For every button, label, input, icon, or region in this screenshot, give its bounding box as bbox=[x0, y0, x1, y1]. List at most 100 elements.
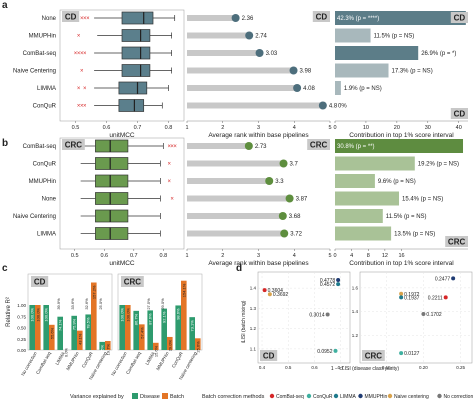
a-contrib-value-label: 26.9% (p = *) bbox=[421, 51, 456, 57]
c-batch-bar bbox=[195, 338, 201, 350]
d-point-label: 0.3692 bbox=[273, 292, 289, 298]
c-batch-bar bbox=[139, 324, 145, 350]
d-point bbox=[451, 276, 456, 281]
b-contrib-value-label: 15.4% (p = NS) bbox=[402, 197, 443, 203]
d-ytick-label: 1.1 bbox=[250, 346, 257, 351]
b-rank-tick-label: 3 bbox=[257, 253, 260, 259]
a-contrib-badge-bg bbox=[450, 12, 468, 23]
a-rank-dot bbox=[255, 49, 264, 57]
a-contrib-value-label: 42.3% (p = ****) bbox=[337, 16, 379, 22]
d-badge-bg bbox=[362, 350, 385, 361]
d-point-label: 0.0952 bbox=[317, 349, 333, 355]
b-box-category-label: None bbox=[42, 197, 57, 203]
b-rank-xlabel: Average rank within base pipelines bbox=[208, 260, 309, 267]
b-box-outlier: × bbox=[167, 144, 171, 150]
a-box-iqr bbox=[118, 81, 148, 95]
legend-method-swatch bbox=[437, 393, 442, 399]
a-box-category-label: Naive Centering bbox=[13, 69, 56, 75]
c-disease-value-label: 78.5% bbox=[86, 317, 91, 329]
a-rank-xlabel: Average rank within base pipelines bbox=[208, 132, 309, 139]
c-category-label: ConQuR bbox=[171, 350, 184, 368]
a-rank-dot bbox=[293, 84, 302, 92]
c-disease-bar bbox=[99, 341, 105, 350]
c-batch-value-label: 0.0% bbox=[63, 348, 68, 358]
b-box-iqr bbox=[95, 227, 129, 240]
c-ytick-label: 0.00 bbox=[17, 348, 26, 353]
a-contrib-bar bbox=[335, 81, 341, 95]
b-contrib-xlabel: Contribution in top 1% score interval bbox=[349, 260, 454, 267]
a-box-category-label: ConQuR bbox=[33, 104, 57, 110]
c-badge-bg bbox=[121, 276, 144, 287]
panel-letter-c: c bbox=[2, 263, 8, 274]
c-extra-value-label: 29.0% bbox=[160, 298, 165, 310]
c-batch-value-label: 157.2% bbox=[91, 285, 96, 299]
b-box-frame bbox=[59, 137, 185, 250]
d-point-label: 0.1702 bbox=[426, 312, 442, 318]
c-batch-bar bbox=[91, 282, 97, 350]
b-box-iqr bbox=[95, 174, 129, 188]
b-rank-dot bbox=[280, 229, 289, 238]
d-xtick-label: 0.6 bbox=[311, 365, 318, 370]
a-box-outlier: × bbox=[80, 104, 84, 110]
d-point bbox=[336, 282, 341, 287]
a-rank-value-label: 4.08 bbox=[303, 86, 315, 92]
d-xtick-label: 0.5 bbox=[285, 365, 292, 370]
d-point bbox=[336, 278, 341, 283]
d-plot-frame bbox=[359, 271, 473, 364]
b-rank-dot bbox=[285, 194, 294, 203]
d-ytick-label: 1.3 bbox=[250, 306, 257, 311]
a-box-iqr bbox=[121, 11, 154, 25]
c-disease-bar bbox=[189, 317, 195, 350]
c-category-label: LIMMA bbox=[144, 351, 155, 366]
a-box-tick-label: 0.8 bbox=[165, 125, 173, 131]
legend-method-label: MMUPHin bbox=[365, 394, 388, 400]
a-contrib-badge: CD bbox=[454, 14, 466, 23]
d-point-label: 0.0127 bbox=[404, 351, 420, 357]
c-batch-value-label: 19.7% bbox=[105, 344, 110, 356]
c-batch-value-label: 100.0% bbox=[125, 308, 130, 322]
c-disease-bar bbox=[147, 310, 153, 350]
a-box-outlier: × bbox=[80, 69, 84, 75]
c-extra-value-label: 27.5% bbox=[146, 298, 151, 310]
c-batch-bar bbox=[35, 305, 41, 350]
b-rank-value-label: 3.72 bbox=[290, 232, 302, 238]
b-contrib-tick-label: 8 bbox=[367, 253, 370, 259]
b-contrib-bar bbox=[335, 209, 383, 223]
c-badge: CRC bbox=[124, 278, 142, 287]
c-badge-bg bbox=[31, 276, 49, 287]
b-rank-badge-bg bbox=[307, 139, 330, 150]
b-contrib-value-label: 11.5% (p = NS) bbox=[386, 214, 427, 220]
d-ytick-label: 1.2 bbox=[352, 333, 359, 338]
b-box-category-label: ConQuR bbox=[33, 162, 57, 168]
c-disease-value-label: 100.0% bbox=[44, 308, 49, 322]
c-extra-value-label: 33.6% bbox=[70, 298, 75, 310]
legend-method-swatch bbox=[333, 393, 339, 399]
a-box-outlier: × bbox=[77, 86, 81, 92]
c-ytick-label: 1.00 bbox=[17, 303, 26, 308]
c-disease-value-label: 98.6% bbox=[176, 308, 181, 320]
c-batch-value-label: 15.6% bbox=[153, 345, 158, 357]
c-batch-value-label: 29.0% bbox=[167, 340, 172, 352]
panel-letter-a: a bbox=[2, 0, 8, 11]
legend-method-swatch bbox=[387, 393, 393, 399]
a-box-iqr bbox=[118, 99, 145, 112]
a-contrib-badge-bottom-bg bbox=[450, 108, 468, 119]
d-xtick-label: 0.4 bbox=[259, 365, 266, 370]
a-box-category-label: MMUPHin bbox=[29, 34, 56, 40]
d-badge: CD bbox=[263, 352, 275, 361]
c-disease-bar bbox=[71, 315, 77, 350]
b-box-category-label: Naive Centering bbox=[13, 214, 56, 220]
a-contrib-bar bbox=[335, 11, 466, 25]
a-contrib-value-label: 1.9% (p = NS) bbox=[344, 86, 382, 92]
d-ytick-label: 1.4 bbox=[352, 309, 359, 314]
b-box-outlier: × bbox=[170, 197, 174, 203]
b-box-outlier: × bbox=[167, 162, 171, 168]
a-box-badge-bg bbox=[62, 11, 80, 22]
c-disease-value-label: 100.0% bbox=[120, 308, 125, 322]
c-disease-value-label: 100.0% bbox=[30, 308, 35, 322]
d-xtick-label: 0.7 bbox=[338, 365, 345, 370]
c-batch-value-label: 25.6% bbox=[195, 341, 200, 353]
d-point-label: 0.2211 bbox=[428, 295, 443, 301]
panel-letter-d: d bbox=[236, 263, 242, 274]
d-xlabel: 1 − cLISI (disease class purity) bbox=[331, 366, 400, 372]
